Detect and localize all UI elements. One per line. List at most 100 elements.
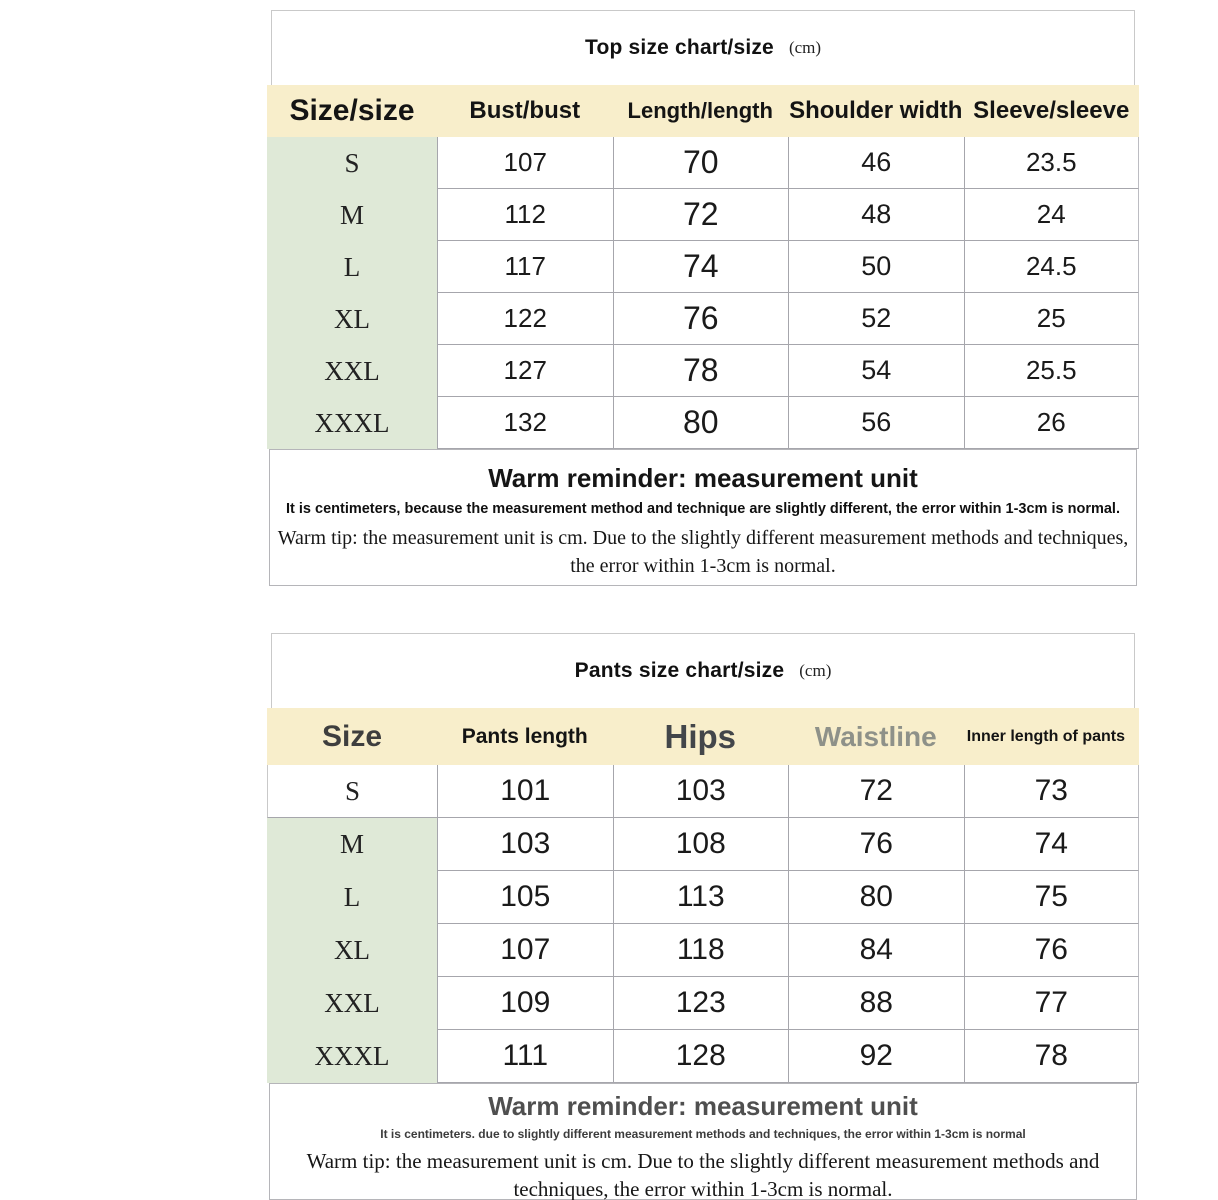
value-cell: 77 <box>963 977 1139 1030</box>
column-header-length: Length/length <box>627 98 773 123</box>
value-cell: 73 <box>963 765 1139 818</box>
reminder-tip: Warm tip: the measurement unit is cm. Du… <box>306 1149 1100 1200</box>
pants-size-chart: Pants size chart/size (cm) Size Pants le… <box>267 633 1139 1200</box>
column-header-shoulder: Shoulder width <box>789 97 963 124</box>
column-header-pants-length: Pants length <box>461 724 588 748</box>
value-cell: 128 <box>612 1030 788 1083</box>
value-cell: 118 <box>612 924 788 977</box>
pants-chart-header-row: Size Pants length Hips Waistline Inner l… <box>267 708 1139 765</box>
size-cell: XL <box>267 293 437 345</box>
table-row: L 105 113 80 75 <box>267 871 1139 924</box>
reminder-tip: Warm tip: the measurement unit is cm. Du… <box>277 527 1129 577</box>
value-cell: 117 <box>437 241 613 293</box>
value-cell: 24.5 <box>963 241 1139 293</box>
value-cell: 101 <box>437 765 613 818</box>
size-cell: XL <box>267 924 437 977</box>
reminder-title: Warm reminder: measurement unit <box>488 463 918 493</box>
value-cell: 107 <box>437 924 613 977</box>
value-cell: 112 <box>437 189 613 241</box>
value-cell: 103 <box>612 765 788 818</box>
value-cell: 80 <box>788 871 964 924</box>
size-cell: M <box>267 189 437 241</box>
value-cell: 23.5 <box>963 137 1139 189</box>
size-cell: L <box>267 241 437 293</box>
reminder-title: Warm reminder: measurement unit <box>488 1091 918 1121</box>
value-cell: 72 <box>788 765 964 818</box>
table-row: S 101 103 72 73 <box>267 765 1139 818</box>
value-cell: 74 <box>963 818 1139 871</box>
table-row: XL 122 76 52 25 <box>267 293 1139 345</box>
value-cell: 103 <box>437 818 613 871</box>
pants-chart-reminder-box: Warm reminder: measurement unit It is ce… <box>269 1083 1137 1200</box>
value-cell: 88 <box>788 977 964 1030</box>
value-cell: 78 <box>963 1030 1139 1083</box>
pants-chart-body: S 101 103 72 73 M 103 108 76 74 L 105 113 80 75 XL 107 11… <box>267 765 1139 1083</box>
table-row: M 103 108 76 74 <box>267 818 1139 871</box>
top-chart-reminder-box: Warm reminder: measurement unit It is ce… <box>269 449 1137 586</box>
size-cell: M <box>267 818 437 871</box>
value-cell: 52 <box>788 293 964 345</box>
pants-chart-title-box: Pants size chart/size (cm) <box>271 633 1135 708</box>
top-size-chart: Top size chart/size (cm) Size/size Bust/… <box>267 10 1139 586</box>
value-cell: 76 <box>612 293 788 345</box>
top-chart-unit-label: (cm) <box>788 38 822 57</box>
reminder-note: It is centimeters. due to slightly diffe… <box>380 1127 1026 1141</box>
column-header-sleeve: Sleeve/sleeve <box>973 97 1130 124</box>
value-cell: 109 <box>437 977 613 1030</box>
value-cell: 72 <box>612 189 788 241</box>
value-cell: 111 <box>437 1030 613 1083</box>
value-cell: 48 <box>788 189 964 241</box>
table-row: S 107 70 46 23.5 <box>267 137 1139 189</box>
size-cell: XXL <box>267 977 437 1030</box>
value-cell: 50 <box>788 241 964 293</box>
value-cell: 105 <box>437 871 613 924</box>
size-cell: S <box>267 765 437 818</box>
table-row: L 117 74 50 24.5 <box>267 241 1139 293</box>
value-cell: 108 <box>612 818 788 871</box>
column-header-waistline: Waistline <box>814 720 937 752</box>
value-cell: 25 <box>963 293 1139 345</box>
value-cell: 132 <box>437 397 613 449</box>
value-cell: 75 <box>963 871 1139 924</box>
table-row: XXL 109 123 88 77 <box>267 977 1139 1030</box>
table-row: XXL 127 78 54 25.5 <box>267 345 1139 397</box>
top-chart-body: S 107 70 46 23.5 M 112 72 48 24 L 117 74 50 24.5 XL 122 7… <box>267 137 1139 449</box>
value-cell: 54 <box>788 345 964 397</box>
value-cell: 74 <box>612 241 788 293</box>
reminder-note: It is centimeters, because the measureme… <box>286 501 1120 517</box>
value-cell: 76 <box>788 818 964 871</box>
value-cell: 127 <box>437 345 613 397</box>
value-cell: 80 <box>612 397 788 449</box>
table-row: XXXL 111 128 92 78 <box>267 1030 1139 1083</box>
table-row: XL 107 118 84 76 <box>267 924 1139 977</box>
value-cell: 56 <box>788 397 964 449</box>
value-cell: 46 <box>788 137 964 189</box>
table-row: M 112 72 48 24 <box>267 189 1139 241</box>
column-header-size: Size <box>321 719 383 753</box>
value-cell: 113 <box>612 871 788 924</box>
column-header-size: Size/size <box>289 94 415 127</box>
value-cell: 24 <box>963 189 1139 241</box>
size-cell: XXL <box>267 345 437 397</box>
pants-chart-title: Pants size chart/size <box>574 659 785 682</box>
column-header-inner-length: Inner length of pants <box>966 727 1125 745</box>
size-cell: XXXL <box>267 397 437 449</box>
value-cell: 25.5 <box>963 345 1139 397</box>
size-cell: L <box>267 871 437 924</box>
value-cell: 78 <box>612 345 788 397</box>
value-cell: 70 <box>612 137 788 189</box>
value-cell: 84 <box>788 924 964 977</box>
pants-chart-unit-label: (cm) <box>799 661 832 680</box>
column-header-hips: Hips <box>664 717 736 755</box>
top-chart-header-row: Size/size Bust/bust Length/length Should… <box>267 85 1139 137</box>
value-cell: 92 <box>788 1030 964 1083</box>
size-cell: S <box>267 137 437 189</box>
value-cell: 107 <box>437 137 613 189</box>
top-chart-title-box: Top size chart/size (cm) <box>271 10 1135 85</box>
table-row: XXXL 132 80 56 26 <box>267 397 1139 449</box>
value-cell: 123 <box>612 977 788 1030</box>
column-header-bust: Bust/bust <box>469 97 581 124</box>
value-cell: 122 <box>437 293 613 345</box>
value-cell: 76 <box>963 924 1139 977</box>
